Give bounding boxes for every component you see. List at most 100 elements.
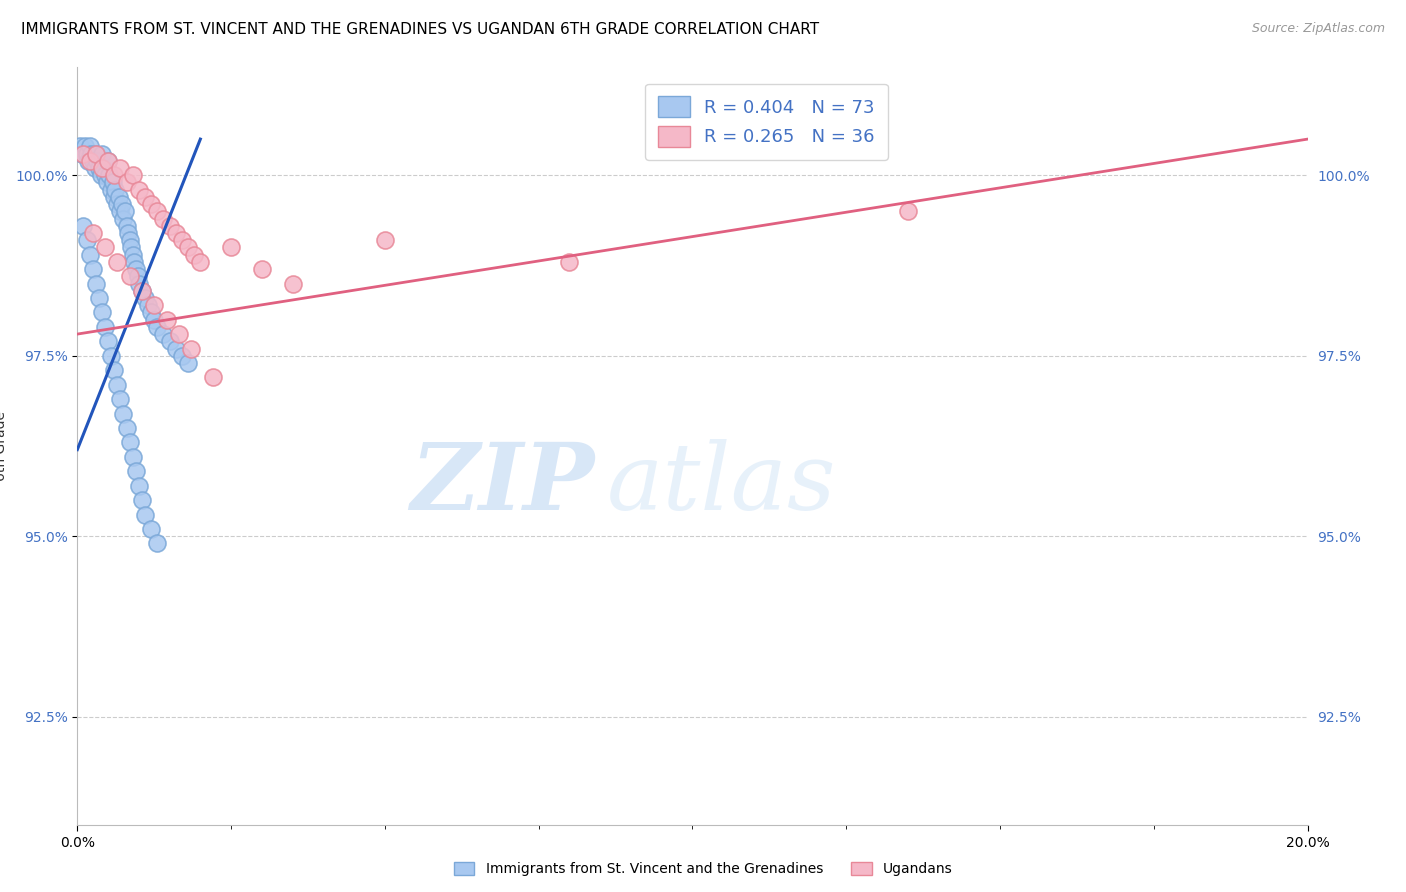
Point (152, 211, 174, 226)
Point (98, 168, 121, 182)
Point (87, 291, 110, 305)
Point (128, 479, 150, 493)
Point (177, 240, 200, 254)
Point (141, 197, 163, 211)
Point (91, 161, 114, 175)
Point (90, 161, 114, 175)
Point (97, 153, 120, 168)
Point (72, 219, 94, 233)
Point (110, 392, 132, 406)
Point (118, 435, 141, 450)
Point (170, 233, 193, 247)
Point (127, 269, 149, 284)
Point (159, 334, 181, 349)
Point (128, 277, 150, 291)
Point (170, 349, 193, 363)
Point (141, 305, 163, 319)
Text: Source: ZipAtlas.com: Source: ZipAtlas.com (1251, 22, 1385, 36)
Point (84, 146, 107, 161)
Point (103, 190, 125, 204)
Point (128, 183, 150, 197)
Point (79, 247, 101, 261)
Point (121, 247, 143, 261)
Point (112, 211, 135, 226)
Point (87, 161, 110, 175)
Point (90, 305, 114, 319)
Point (125, 262, 148, 277)
Point (105, 377, 128, 392)
Point (112, 407, 135, 421)
Point (180, 342, 202, 356)
Point (134, 291, 156, 305)
Point (177, 356, 200, 370)
Point (121, 240, 143, 254)
Point (84, 277, 107, 291)
Point (183, 247, 205, 261)
Point (188, 255, 212, 269)
Point (76, 146, 98, 161)
Point (110, 204, 132, 219)
Point (897, 204, 920, 219)
Point (121, 168, 143, 182)
Point (374, 233, 396, 247)
Point (72, 146, 94, 161)
Point (82, 262, 104, 277)
Point (131, 493, 153, 508)
Point (100, 349, 122, 363)
Point (79, 139, 101, 153)
Text: atlas: atlas (606, 439, 835, 529)
Point (115, 219, 138, 233)
Point (201, 370, 224, 384)
Point (82, 153, 104, 168)
Point (97, 153, 120, 168)
Point (118, 269, 141, 284)
Point (100, 183, 122, 197)
Point (72, 146, 94, 161)
Point (108, 190, 131, 204)
Point (69, 139, 91, 153)
Point (103, 363, 125, 377)
Point (281, 277, 304, 291)
Point (219, 240, 242, 254)
Point (94, 168, 117, 182)
Point (165, 342, 187, 356)
Point (143, 312, 166, 326)
Point (131, 284, 153, 298)
Point (122, 255, 145, 269)
Legend: R = 0.404   N = 73, R = 0.265   N = 36: R = 0.404 N = 73, R = 0.265 N = 36 (645, 84, 887, 160)
Point (146, 319, 169, 334)
Point (134, 508, 156, 522)
Point (83, 161, 105, 175)
Point (558, 255, 581, 269)
Point (86, 153, 108, 168)
Point (114, 204, 136, 219)
Point (90, 168, 112, 182)
Point (76, 233, 98, 247)
Point (105, 197, 128, 211)
Point (90, 146, 114, 161)
Point (80, 146, 103, 161)
Point (115, 421, 138, 435)
Point (97, 334, 120, 349)
Point (118, 233, 141, 247)
Point (70, 146, 93, 161)
Point (103, 168, 125, 182)
Point (141, 522, 163, 536)
Point (77, 153, 100, 168)
Point (96, 176, 118, 190)
Y-axis label: 6th Grade: 6th Grade (0, 411, 8, 481)
Text: IMMIGRANTS FROM ST. VINCENT AND THE GRENADINES VS UGANDAN 6TH GRADE CORRELATION : IMMIGRANTS FROM ST. VINCENT AND THE GREN… (21, 22, 820, 37)
Point (73, 139, 96, 153)
Point (146, 536, 169, 550)
Point (159, 219, 181, 233)
Point (101, 176, 124, 190)
Point (134, 190, 156, 204)
Point (105, 255, 128, 269)
Point (115, 176, 138, 190)
Point (111, 197, 132, 211)
Point (152, 327, 174, 342)
Text: ZIP: ZIP (409, 439, 595, 529)
Point (121, 450, 143, 464)
Point (117, 226, 139, 240)
Point (79, 153, 101, 168)
